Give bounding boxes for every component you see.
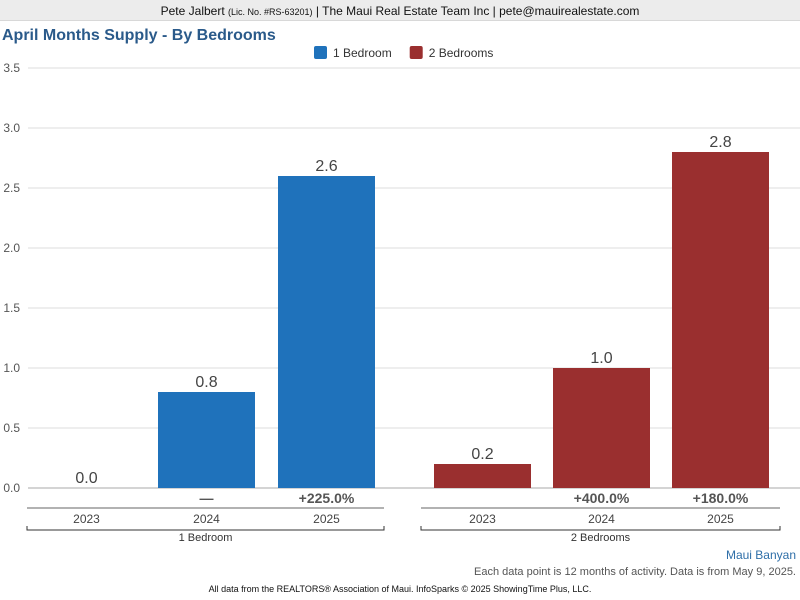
- x-tick-label: 2025: [707, 512, 734, 526]
- bar[interactable]: [553, 368, 650, 488]
- group-label: 1 Bedroom: [179, 532, 233, 544]
- gridlines: [28, 67, 800, 489]
- legend-swatch[interactable]: [314, 46, 327, 59]
- legend-label[interactable]: 2 Bedrooms: [429, 46, 494, 60]
- y-tick-label: 2.0: [3, 241, 20, 255]
- legend-label[interactable]: 1 Bedroom: [333, 46, 392, 60]
- x-tick-label: 2023: [469, 512, 496, 526]
- y-tick-label: 1.5: [3, 301, 20, 315]
- data-attribution: All data from the REALTORS® Association …: [208, 584, 592, 594]
- percent-change-label: —: [200, 490, 214, 506]
- group-bracket: [420, 526, 781, 531]
- y-tick-label: 0.0: [3, 481, 20, 495]
- bar-value-label: 0.0: [75, 470, 97, 487]
- bar-value-label: 0.8: [195, 374, 217, 391]
- x-tick-label: 2024: [193, 512, 220, 526]
- bar[interactable]: [278, 176, 375, 488]
- y-axis: 0.0 0.5 1.0 1.5 2.0 2.5 3.0 3.5: [3, 61, 20, 495]
- y-tick-label: 3.5: [3, 61, 20, 75]
- x-tick-label: 2025: [313, 512, 340, 526]
- percent-change-label: +180.0%: [693, 490, 749, 506]
- data-footnote: Each data point is 12 months of activity…: [473, 566, 796, 578]
- bar-value-label: 1.0: [590, 350, 612, 367]
- bar-value-label: 2.6: [315, 158, 337, 175]
- y-tick-label: 0.5: [3, 421, 20, 435]
- license-number: (Lic. No. #RS-63201): [228, 7, 313, 17]
- maui-banyan-link[interactable]: Maui Banyan: [725, 548, 796, 562]
- agent-header: Pete Jalbert (Lic. No. #RS-63201) | The …: [0, 0, 800, 21]
- percent-change-label: +400.0%: [574, 490, 630, 506]
- bar[interactable]: [434, 464, 531, 488]
- legend-swatch[interactable]: [409, 46, 423, 59]
- y-tick-label: 1.0: [3, 361, 20, 375]
- y-tick-label: 2.5: [3, 181, 20, 195]
- months-supply-chart: April Months Supply - By Bedrooms 1 Bedr…: [2, 27, 800, 544]
- bar-value-label: 0.2: [471, 446, 493, 463]
- x-axis: 2023 2024 2025 1 Bedroom 2023 2024 2025 2 Bedro…: [26, 507, 781, 544]
- bar-value-label: 2.8: [709, 134, 731, 151]
- bar[interactable]: [158, 392, 255, 488]
- y-tick-label: 3.0: [3, 121, 20, 135]
- bar[interactable]: [672, 152, 769, 488]
- company-and-email: | The Maui Real Estate Team Inc | pete@m…: [315, 4, 640, 18]
- x-tick-label: 2024: [588, 512, 615, 526]
- x-tick-label: 2023: [73, 512, 100, 526]
- group-label: 2 Bedrooms: [571, 532, 631, 544]
- agent-name: Pete Jalbert: [160, 4, 225, 18]
- percent-change-label: +225.0%: [299, 490, 355, 506]
- group-bracket: [26, 526, 385, 531]
- bars: 0.0 0.8 — 2.6 +225.0% 0.2 1.0 +400.0% 2.8 +180.0%: [75, 134, 769, 506]
- chart-legend[interactable]: 1 Bedroom 2 Bedrooms: [314, 46, 493, 60]
- chart-title: April Months Supply - By Bedrooms: [2, 27, 276, 44]
